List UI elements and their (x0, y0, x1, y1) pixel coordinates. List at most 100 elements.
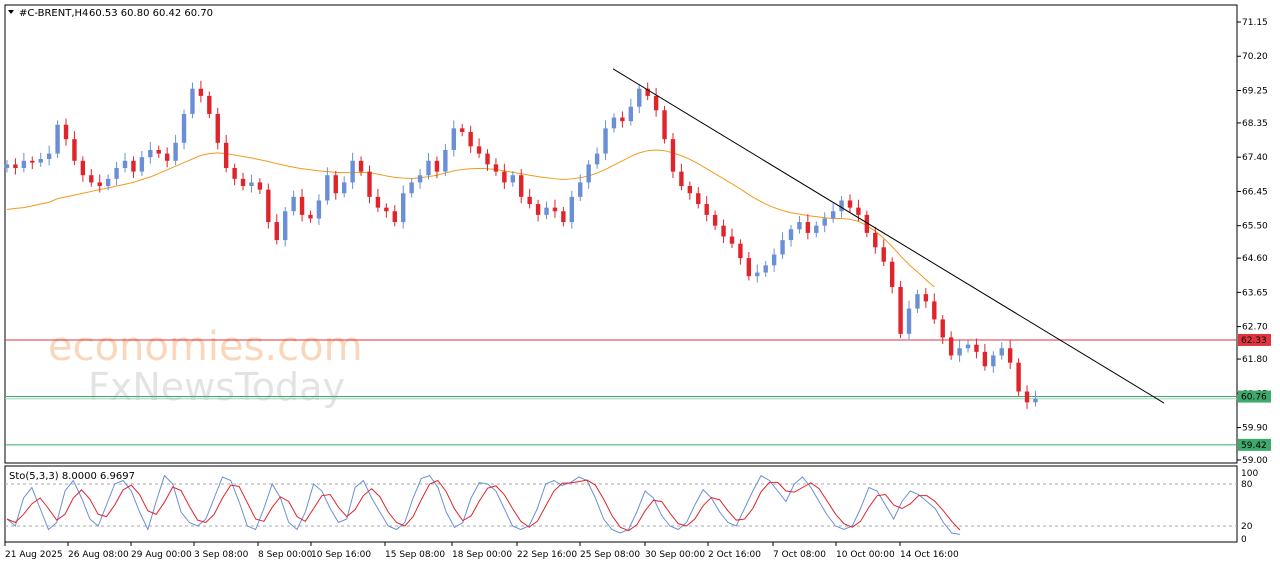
candle-body (940, 319, 945, 338)
candle-body (148, 149, 153, 158)
x-tick-label: 14 Oct 16:00 (900, 550, 959, 560)
candle-body (645, 88, 650, 96)
candle-body (519, 175, 524, 197)
candle-body (476, 146, 482, 154)
candle-body (771, 254, 777, 266)
candle-body (401, 193, 406, 223)
candle-body (493, 164, 499, 172)
candle-body (864, 214, 870, 233)
candle-body (232, 168, 237, 179)
stoch-axis-label: 80 (1241, 480, 1253, 490)
price-level-tag (1238, 333, 1271, 346)
candle-body (535, 204, 541, 215)
candle-body (4, 164, 10, 168)
candle-body (97, 182, 102, 187)
candle-body (1007, 348, 1013, 363)
y-tick-label: 59.00 (1242, 456, 1268, 466)
y-tick-label: 59.90 (1242, 424, 1268, 434)
price-level-label: 60.76 (1241, 393, 1267, 403)
candle-body (932, 301, 937, 320)
candle-body (881, 247, 886, 262)
candle-body (544, 207, 549, 215)
candle-body (207, 95, 212, 114)
candle-body (114, 168, 119, 179)
watermark: economies.com FxNewsToday (48, 324, 363, 409)
candle-body (105, 178, 111, 187)
candle-body (173, 142, 178, 161)
candle-body (738, 243, 743, 259)
candle-body (21, 160, 27, 168)
candle-body (653, 95, 659, 111)
candle-body (712, 214, 718, 226)
x-tick-label: 10 Oct 00:00 (836, 550, 895, 560)
candle-body (637, 88, 642, 107)
candle-body (249, 182, 254, 187)
candle-body (611, 117, 617, 129)
candle-body (325, 175, 330, 201)
candle-body (375, 196, 381, 208)
candle-body (426, 160, 431, 176)
ohlc-label: 60.53 60.80 60.42 60.70 (89, 8, 213, 19)
stoch-axis-label: 20 (1241, 522, 1253, 532)
candle-body (63, 124, 69, 140)
candle-body (350, 160, 355, 183)
x-tick-label: 25 Sep 08:00 (580, 550, 640, 560)
candle-body (460, 128, 465, 132)
candle-body (156, 149, 161, 154)
candle-body (704, 204, 709, 215)
candle-body (240, 178, 246, 187)
y-tick-label: 66.45 (1242, 187, 1268, 197)
candle-body (434, 160, 440, 172)
candle-body (80, 160, 86, 176)
candle-body (291, 196, 296, 212)
indicator-panel-frame (4, 465, 1238, 543)
candle-body (948, 337, 954, 356)
candle-body (999, 348, 1004, 356)
candle-body (13, 164, 18, 168)
candle-body (679, 171, 684, 187)
candle-body (282, 211, 288, 241)
candle-body (299, 196, 305, 215)
watermark-economies: economies.com (48, 324, 363, 370)
candle-body (131, 160, 136, 172)
x-tick-label: 2 Oct 16:00 (708, 550, 761, 560)
candle-body (687, 186, 693, 194)
candle-body (1016, 362, 1021, 392)
candle-body (965, 344, 971, 349)
candle-body (215, 113, 220, 143)
candle-body (662, 110, 667, 140)
candle-body (763, 265, 768, 273)
candle-body (670, 139, 676, 172)
candle-body (485, 153, 490, 165)
x-tick-label: 8 Sep 00:00 (258, 550, 313, 560)
y-tick-label: 70.20 (1242, 52, 1268, 62)
candle-body (1024, 391, 1030, 403)
dropdown-triangle-icon[interactable] (8, 10, 14, 14)
stoch-axis-label: 100 (1241, 469, 1258, 479)
candle-body (38, 158, 43, 163)
candle-body (527, 196, 532, 205)
candle-body (746, 258, 752, 277)
y-tick-label: 61.80 (1242, 355, 1268, 365)
symbol-label: #C-BRENT,H4 (19, 8, 88, 19)
candle-body (451, 128, 456, 150)
trendline (612, 68, 1165, 404)
candle-body (578, 182, 583, 197)
watermark-fxnewstoday: FxNewsToday (88, 365, 345, 409)
candle-body (957, 348, 962, 356)
candle-body (552, 207, 558, 212)
axis-layer: 71.15 70.20 69.25 68.35 67.40 66.45 65.50 64.60… (4, 18, 1271, 560)
y-tick-label: 65.50 (1242, 222, 1268, 232)
x-tick-label: 26 Aug 08:00 (68, 550, 129, 560)
candle-body (721, 225, 726, 237)
candle-body (915, 294, 920, 309)
x-tick-label: 3 Sep 08:00 (194, 550, 249, 560)
candle-body (342, 182, 347, 194)
candle-body (822, 218, 827, 226)
candle-body (797, 222, 802, 230)
main-panel-frame (4, 4, 1238, 464)
candle-body (991, 355, 996, 367)
y-tick-label: 69.25 (1242, 86, 1268, 96)
